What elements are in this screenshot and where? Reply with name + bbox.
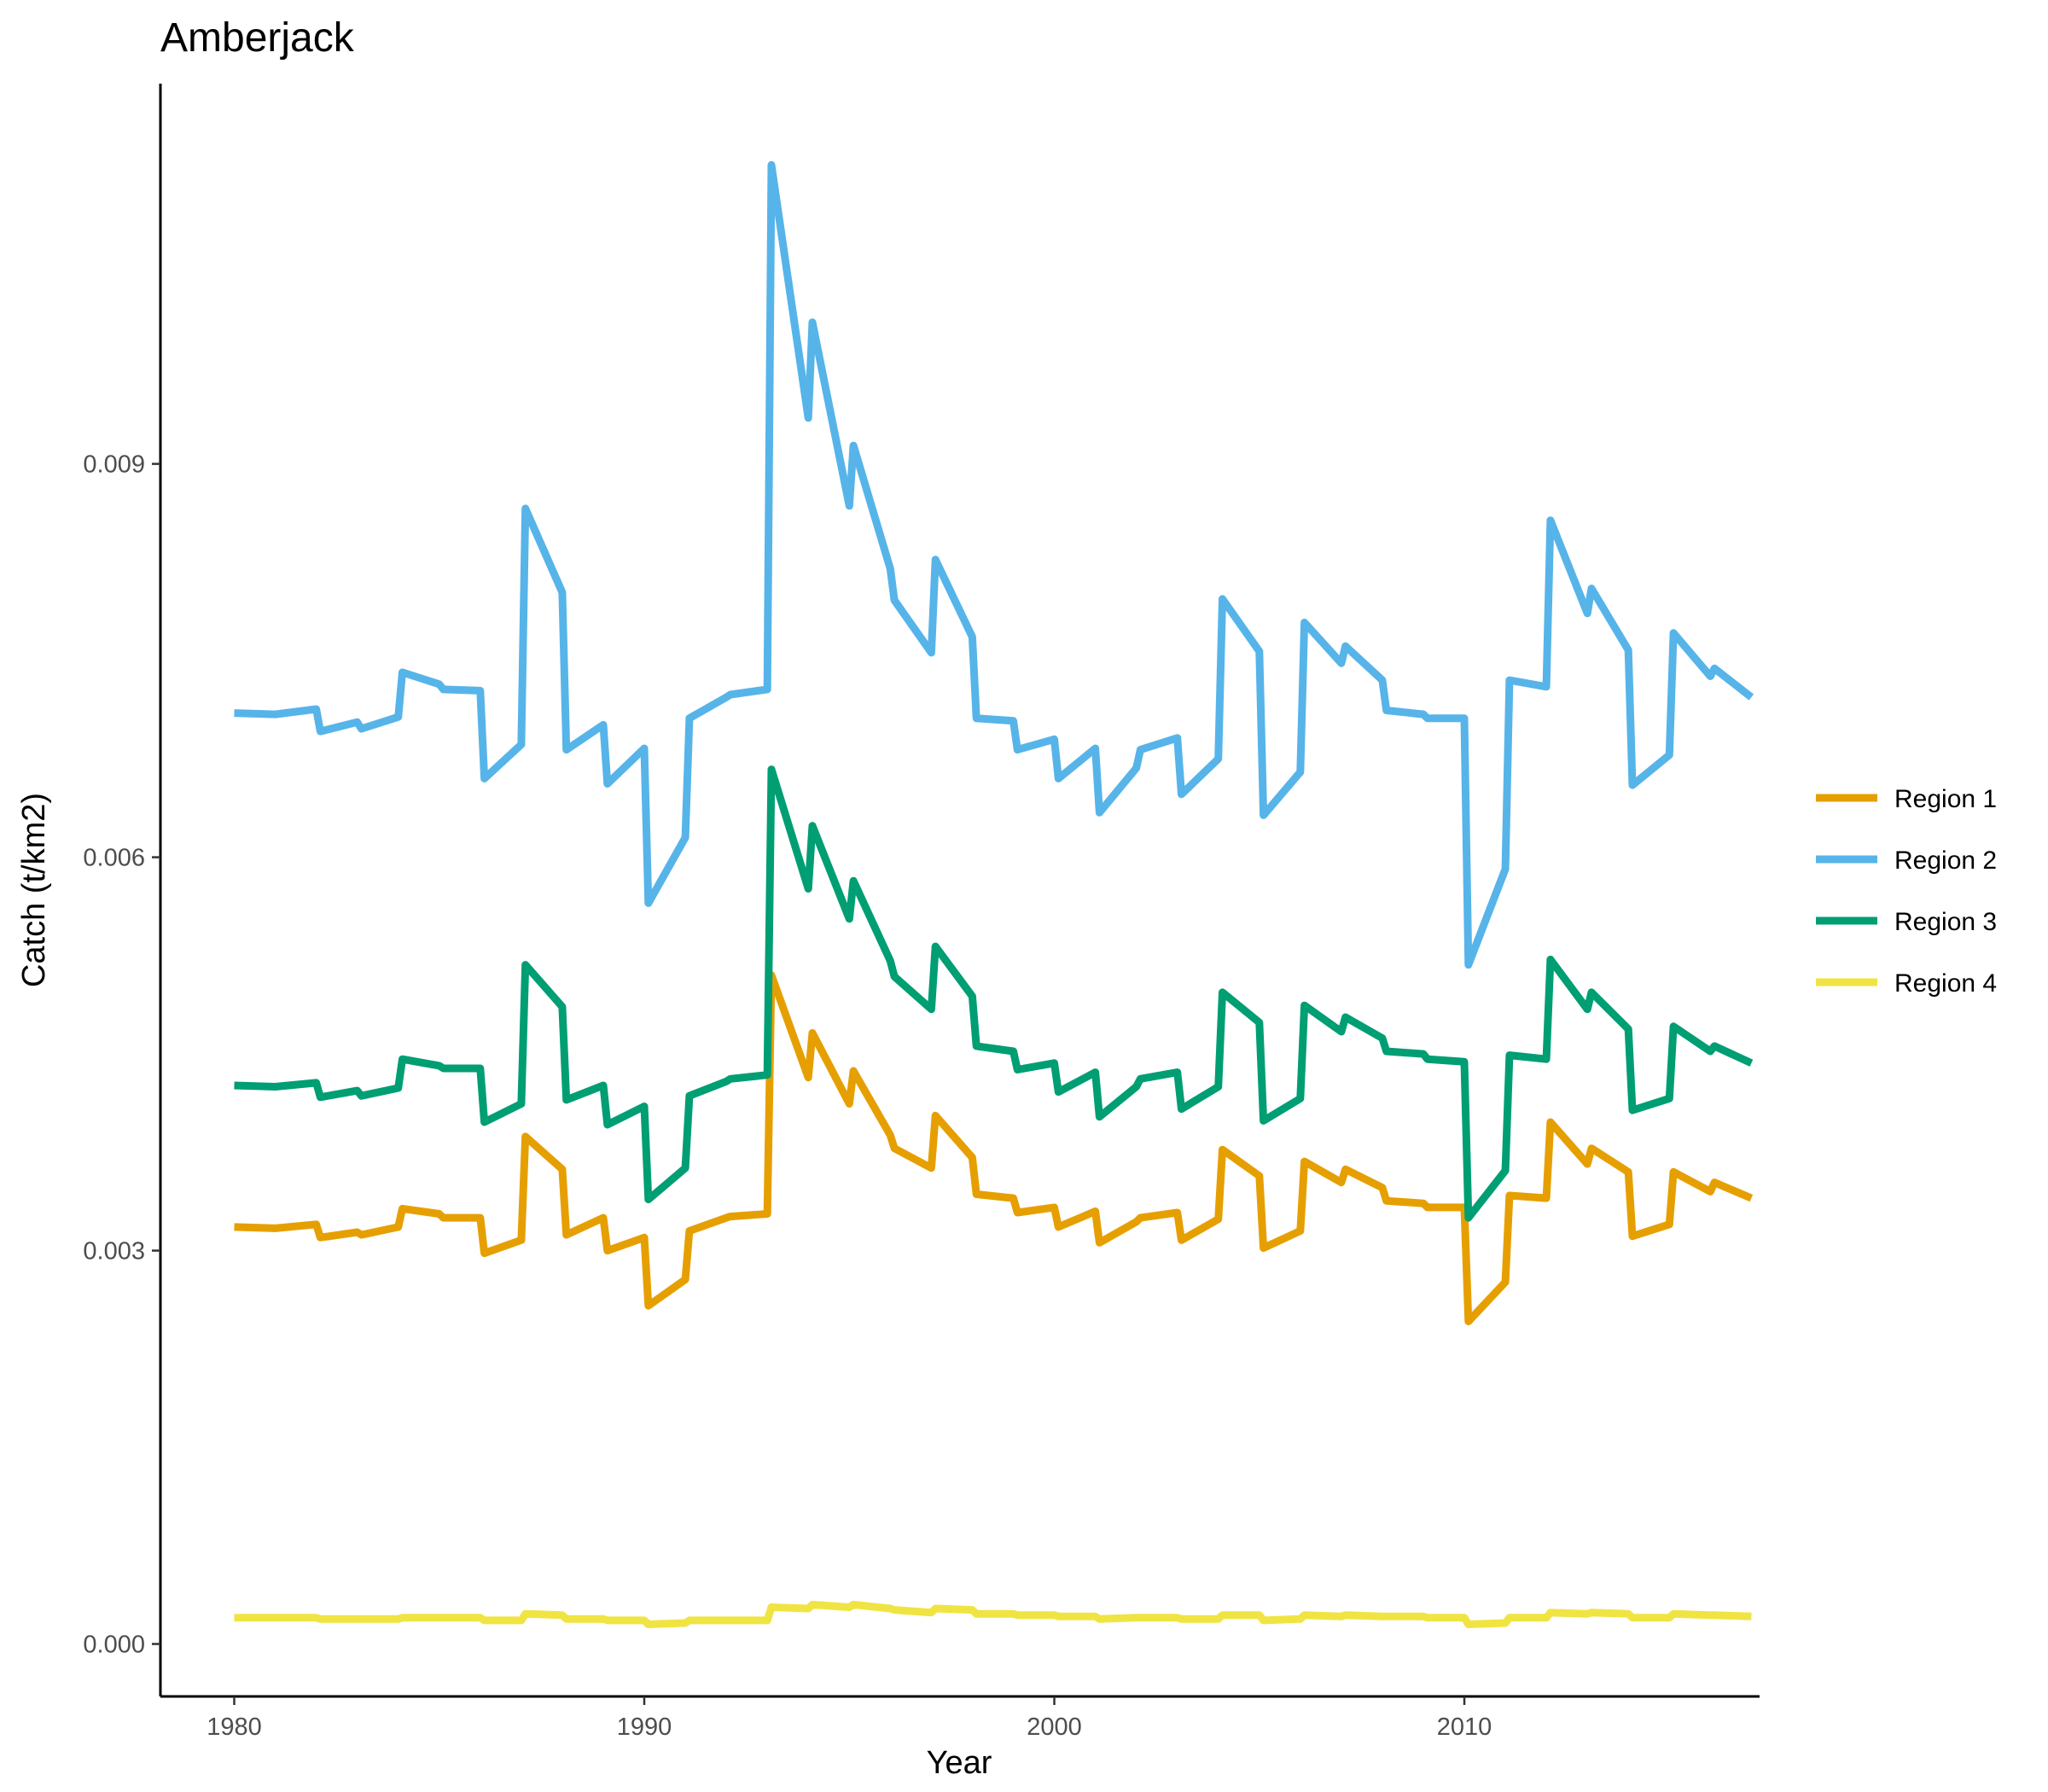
series-group	[234, 160, 1754, 1628]
x-axis-ticks: 1980 1990 2000 2010	[207, 1696, 1492, 1741]
y-tick-label: 0.009	[83, 451, 145, 479]
legend-label-region-1: Region 1	[1894, 785, 1997, 813]
legend: Region 1 Region 2 Region 3 Region 4	[1816, 785, 1997, 998]
legend-label-region-4: Region 4	[1894, 969, 1997, 998]
x-tick-label: 2010	[1437, 1713, 1492, 1741]
series-line-region-4	[234, 1600, 1752, 1628]
y-axis-title: Catch (t/km2)	[16, 793, 52, 987]
x-axis-title: Year	[927, 1745, 992, 1781]
chart-title: Amberjack	[160, 15, 355, 61]
y-axis-ticks: 0.000 0.003 0.006 0.009	[83, 451, 160, 1659]
x-tick-label: 1990	[617, 1713, 672, 1741]
y-tick-label: 0.000	[83, 1632, 145, 1659]
legend-label-region-2: Region 2	[1894, 847, 1997, 875]
series-line-region-3	[234, 765, 1754, 1222]
x-tick-label: 1980	[207, 1713, 262, 1741]
x-tick-label: 2000	[1027, 1713, 1082, 1741]
series-line-region-2	[234, 160, 1754, 969]
y-tick-label: 0.006	[83, 845, 145, 872]
y-tick-label: 0.003	[83, 1238, 145, 1265]
series-line-region-1	[234, 971, 1754, 1325]
legend-label-region-3: Region 3	[1894, 908, 1997, 936]
